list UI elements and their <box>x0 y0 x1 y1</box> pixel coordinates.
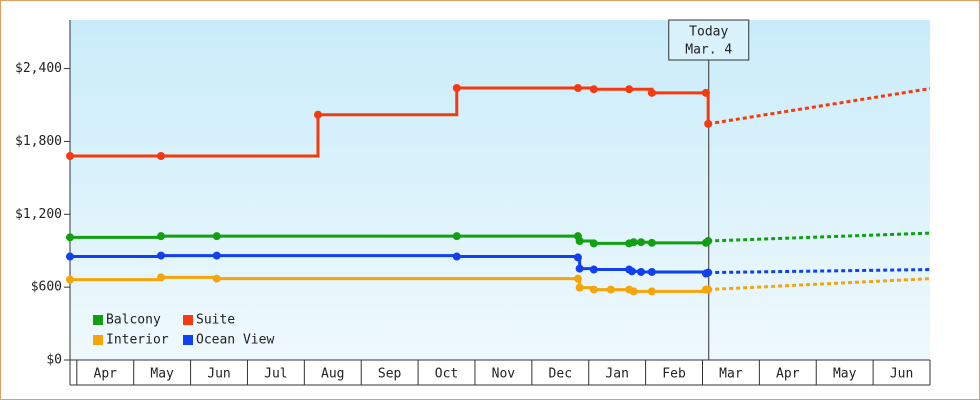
price-point <box>589 239 598 248</box>
price-point <box>589 285 598 294</box>
x-tick-label: May <box>150 367 174 382</box>
plot-area <box>70 20 930 360</box>
legend-label: Ocean View <box>196 333 274 348</box>
x-tick-label: Jan <box>605 367 628 382</box>
today-box <box>668 19 750 61</box>
price-point <box>212 232 221 241</box>
price-point <box>452 252 461 261</box>
price-point <box>157 232 166 241</box>
price-point <box>704 268 713 277</box>
legend-swatch <box>183 335 193 345</box>
x-tick-label: Feb <box>662 367 686 382</box>
legend-label: Suite <box>196 313 235 328</box>
price-point <box>704 119 713 128</box>
price-point <box>647 238 656 247</box>
price-point <box>701 88 710 97</box>
price-point <box>647 287 656 296</box>
x-tick-label: Jun <box>207 367 230 382</box>
price-point <box>573 274 582 283</box>
price-point <box>625 85 634 94</box>
price-point <box>627 267 636 276</box>
legend-swatch <box>93 335 103 345</box>
price-point <box>637 238 646 247</box>
forecast-line <box>708 277 931 292</box>
price-point <box>589 85 598 94</box>
price-point <box>573 253 582 262</box>
x-tick-label: Nov <box>492 367 516 382</box>
today-date: Mar. 4 <box>685 43 732 58</box>
y-tick-label: $1,800 <box>15 134 62 149</box>
x-tick-label: Jul <box>264 367 287 382</box>
x-tick-label: Sep <box>378 367 402 382</box>
x-tick-label: Apr <box>776 367 800 382</box>
price-point <box>647 267 656 276</box>
price-point <box>629 287 638 296</box>
legend-swatch <box>183 315 193 325</box>
price-point <box>157 273 166 282</box>
y-tick-label: $600 <box>31 280 62 295</box>
x-tick-label: Aug <box>321 367 344 382</box>
legend-label: Interior <box>106 333 169 348</box>
price-point <box>575 283 584 292</box>
price-point <box>212 274 221 283</box>
price-point <box>66 233 74 242</box>
price-point <box>704 237 713 245</box>
price-point <box>637 267 646 276</box>
y-tick-label: $1,200 <box>15 207 62 222</box>
price-point <box>575 264 584 273</box>
price-point <box>704 285 713 294</box>
price-point <box>575 237 584 245</box>
price-point <box>629 238 638 247</box>
x-tick-label: Mar <box>719 367 743 382</box>
y-tick-label: $0 <box>46 353 62 368</box>
price-point <box>66 152 74 160</box>
price-point <box>212 251 221 260</box>
today-label: Today <box>689 25 728 40</box>
x-tick-label: Dec <box>549 367 572 382</box>
x-tick-label: Apr <box>94 367 118 382</box>
y-tick-label: $2,400 <box>15 61 62 76</box>
x-tick-label: May <box>833 367 857 382</box>
price-point <box>157 251 166 260</box>
legend-swatch <box>93 315 103 325</box>
price-point <box>589 265 598 274</box>
x-tick-label: Jun <box>890 367 913 382</box>
price-point <box>157 152 166 160</box>
forecast-line <box>708 268 931 275</box>
legend-label: Balcony <box>106 313 161 328</box>
price-point <box>313 110 322 119</box>
price-point <box>66 275 74 284</box>
price-point <box>606 285 615 294</box>
price-point <box>452 84 461 92</box>
price-point <box>573 84 582 92</box>
forecast-line <box>708 231 931 243</box>
price-point <box>647 88 656 97</box>
x-tick-label: Oct <box>435 367 458 382</box>
price-point <box>66 252 74 261</box>
forecast-line <box>707 87 931 126</box>
price-point <box>452 232 461 241</box>
